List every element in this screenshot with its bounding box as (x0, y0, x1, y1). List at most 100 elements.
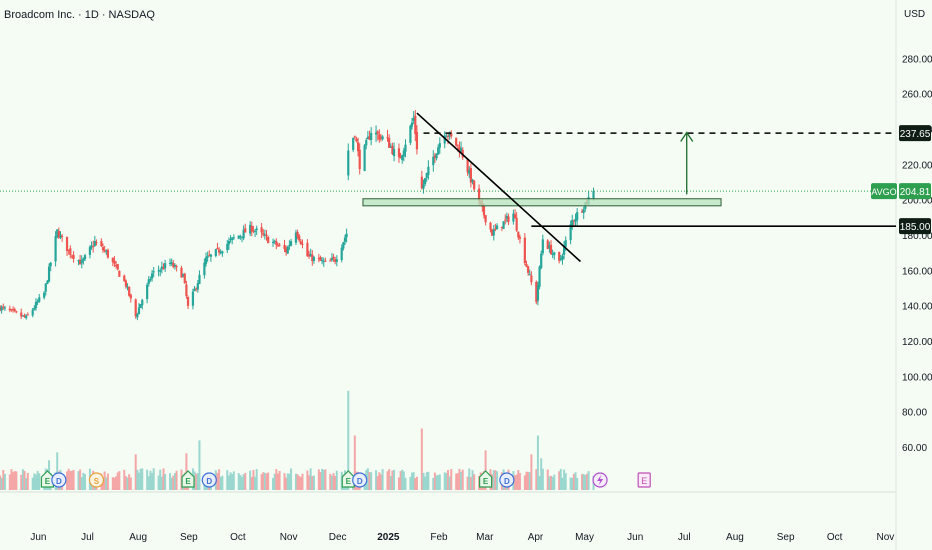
volume-bar (66, 471, 69, 490)
last-price-label: 204.81 (900, 187, 931, 198)
volume-bar (240, 476, 243, 490)
volume-bar (368, 472, 371, 490)
candle-body (379, 137, 383, 139)
candle-body (471, 179, 474, 182)
volume-bar (12, 471, 15, 490)
candle-body (260, 227, 263, 233)
candle-body (278, 244, 281, 246)
candle-body (93, 241, 96, 246)
candle-body (311, 254, 314, 262)
candle-body (114, 265, 118, 267)
volume-bar (229, 472, 232, 490)
earnings-upcoming-icon (637, 472, 651, 488)
volume-bar (262, 472, 265, 490)
candle-body (15, 311, 18, 313)
support-price-tag (899, 218, 931, 235)
volume-bar (111, 477, 114, 490)
candle-body (317, 258, 320, 260)
volume-bar (306, 470, 309, 490)
volume-bar (82, 472, 85, 490)
volume-bar (3, 473, 6, 490)
price-tick-label: 180.00 (902, 231, 932, 242)
volume-bar (571, 477, 574, 490)
candle-body (340, 247, 343, 260)
volume-bar (298, 475, 301, 490)
candle-body (172, 263, 175, 268)
volume-bar (113, 477, 116, 490)
candle-body (25, 315, 28, 319)
volume-bar (84, 474, 87, 490)
candle-body (392, 149, 396, 157)
volume-bar (450, 469, 453, 490)
volume-bar (252, 469, 255, 490)
candle-body (54, 236, 57, 262)
candle-body (92, 246, 95, 248)
volume-bar (415, 476, 418, 490)
candle-body (69, 248, 72, 255)
candle-body (365, 140, 368, 146)
volume-bar (353, 435, 356, 490)
volume-bar (469, 477, 472, 490)
candle-body (345, 233, 348, 238)
time-tick-label: Dec (329, 532, 347, 543)
candle-body (36, 301, 39, 303)
volume-bar (175, 470, 178, 490)
last-price-tag (899, 183, 931, 200)
trendline (416, 112, 581, 263)
volume-bar (548, 476, 551, 490)
candle-body (13, 309, 16, 311)
time-tick-label: Jul (81, 532, 94, 543)
volume-bar (525, 471, 528, 490)
volume-bar (397, 477, 400, 490)
volume-bar (458, 468, 461, 490)
candle-body (378, 134, 381, 140)
volume-bar (147, 476, 150, 490)
candle-body (415, 131, 419, 150)
candle-body (286, 246, 289, 254)
volume-bar (118, 471, 121, 490)
candle-body (59, 235, 62, 238)
volume-bar (550, 475, 553, 490)
volume-bar (56, 452, 59, 490)
volume-bar (581, 474, 584, 490)
volume-bar (332, 473, 335, 490)
candle-body (126, 286, 129, 288)
volume-bar (10, 469, 13, 490)
candle-body (495, 225, 499, 230)
volume-bar (376, 476, 379, 490)
currency-label[interactable]: USD (904, 9, 926, 20)
volume-bar (319, 471, 322, 490)
volume-bar (528, 472, 531, 490)
candle-body (500, 226, 504, 228)
volume-bar (433, 472, 436, 490)
support-price-label: 185.00 (900, 222, 931, 233)
candle-body (420, 176, 423, 189)
volume-bar (141, 468, 144, 490)
volume-bar (296, 474, 299, 490)
candle-body (353, 136, 356, 138)
volume-bar (242, 474, 245, 490)
candle-body (409, 125, 412, 143)
volume-bar (329, 473, 332, 490)
time-tick-label: Oct (230, 532, 246, 543)
candle-body (65, 236, 69, 252)
volume-bar (561, 477, 564, 490)
candle-body (484, 215, 487, 223)
volume-bar (324, 469, 327, 490)
volume-bar (393, 469, 396, 490)
event-glyph: S (94, 477, 100, 486)
candle-body (559, 258, 562, 260)
event-glyph: D (504, 477, 510, 486)
candle-body (0, 306, 3, 311)
candle-body (458, 146, 461, 153)
time-tick-label: Mar (476, 532, 494, 543)
volume-bar (128, 474, 131, 490)
candle-body (101, 247, 105, 251)
candle-body (231, 237, 234, 241)
candle-body (34, 301, 38, 308)
candle-body (149, 279, 152, 281)
candle-body (203, 262, 206, 276)
time-tick-label: Nov (280, 532, 298, 543)
volume-bar (160, 476, 163, 490)
